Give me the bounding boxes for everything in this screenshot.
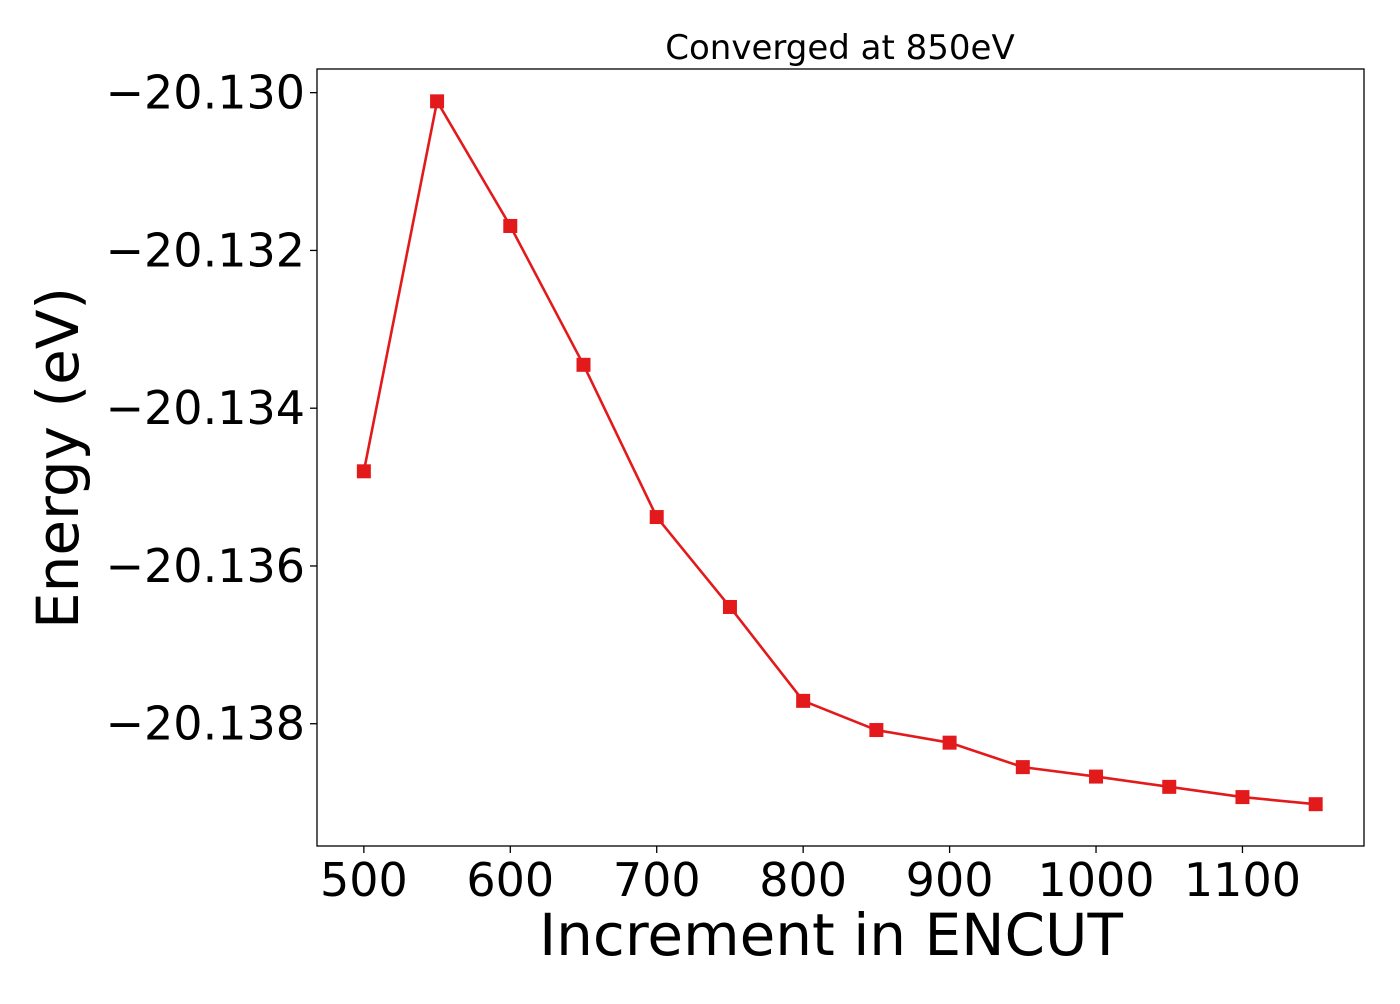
series-layer [356,94,1323,812]
x-axis-label: Increment in ENCUT [539,901,1123,969]
data-point-marker [1162,779,1177,794]
data-point-marker [1235,790,1250,805]
x-axis-ticks: 500 600 700 800 900 1000 1100 [320,846,1301,907]
data-point-marker [576,357,591,372]
chart-title: Converged at 850eV [665,28,1014,68]
x-tick-label: 500 [320,853,408,907]
data-point-marker [1015,760,1030,775]
series-line [362,100,1316,806]
y-tick-label: −20.130 [106,66,306,120]
x-tick-label: 800 [759,853,847,907]
data-point-marker [722,599,737,614]
data-point-marker [430,94,445,109]
y-tick-label: −20.134 [106,381,306,435]
data-point-marker [796,693,811,708]
x-tick-label: 700 [613,853,701,907]
y-axis-label: Energy (eV) [24,287,92,629]
data-point-marker [1089,769,1104,784]
data-point-marker [1308,797,1323,812]
plot-area-frame [316,68,1365,847]
x-tick-label: 600 [466,853,554,907]
y-axis-ticks: −20.130 −20.132 −20.134 −20.136 −20.138 [106,66,317,751]
data-point-marker [649,510,664,525]
x-tick-label: 900 [906,853,994,907]
x-tick-label: 1000 [1037,853,1154,907]
x-tick-label: 1100 [1184,853,1301,907]
y-tick-label: −20.136 [106,539,306,593]
data-point-marker [503,218,518,233]
data-point-marker [356,464,371,479]
y-tick-label: −20.138 [106,697,306,751]
data-point-marker [869,723,884,738]
y-tick-label: −20.132 [106,223,306,277]
data-point-marker [942,735,957,750]
